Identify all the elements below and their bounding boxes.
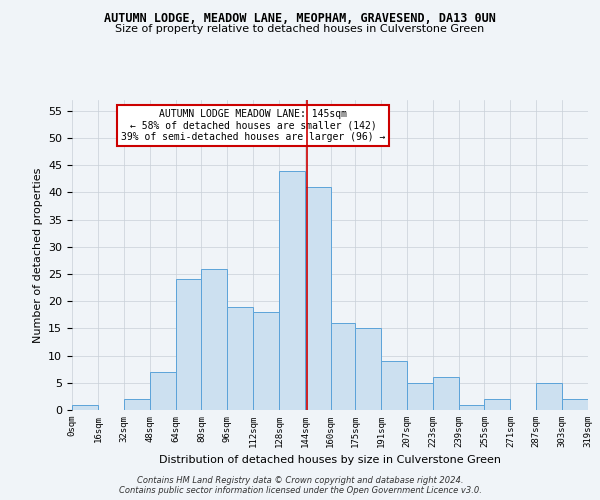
Y-axis label: Number of detached properties: Number of detached properties (32, 168, 43, 342)
Bar (124, 399, 149, 410)
Bar (355, 328, 381, 410)
Bar (484, 399, 511, 410)
Bar (433, 378, 458, 410)
Bar (407, 383, 433, 410)
Bar (202, 268, 227, 410)
Bar (331, 323, 355, 410)
Text: Contains HM Land Registry data © Crown copyright and database right 2024.: Contains HM Land Registry data © Crown c… (137, 476, 463, 485)
Bar (149, 372, 176, 410)
Bar (253, 312, 279, 410)
Text: Contains public sector information licensed under the Open Government Licence v3: Contains public sector information licen… (119, 486, 481, 495)
Text: AUTUMN LODGE MEADOW LANE: 145sqm
← 58% of detached houses are smaller (142)
39% : AUTUMN LODGE MEADOW LANE: 145sqm ← 58% o… (121, 110, 385, 142)
Bar (458, 404, 484, 410)
Bar (227, 306, 253, 410)
Bar (536, 383, 562, 410)
Text: AUTUMN LODGE, MEADOW LANE, MEOPHAM, GRAVESEND, DA13 0UN: AUTUMN LODGE, MEADOW LANE, MEOPHAM, GRAV… (104, 12, 496, 26)
Bar (381, 361, 407, 410)
Bar (562, 399, 588, 410)
Bar (72, 404, 98, 410)
Bar (176, 280, 202, 410)
Bar (305, 187, 331, 410)
Bar (279, 170, 305, 410)
X-axis label: Distribution of detached houses by size in Culverstone Green: Distribution of detached houses by size … (159, 456, 501, 466)
Text: Size of property relative to detached houses in Culverstone Green: Size of property relative to detached ho… (115, 24, 485, 34)
